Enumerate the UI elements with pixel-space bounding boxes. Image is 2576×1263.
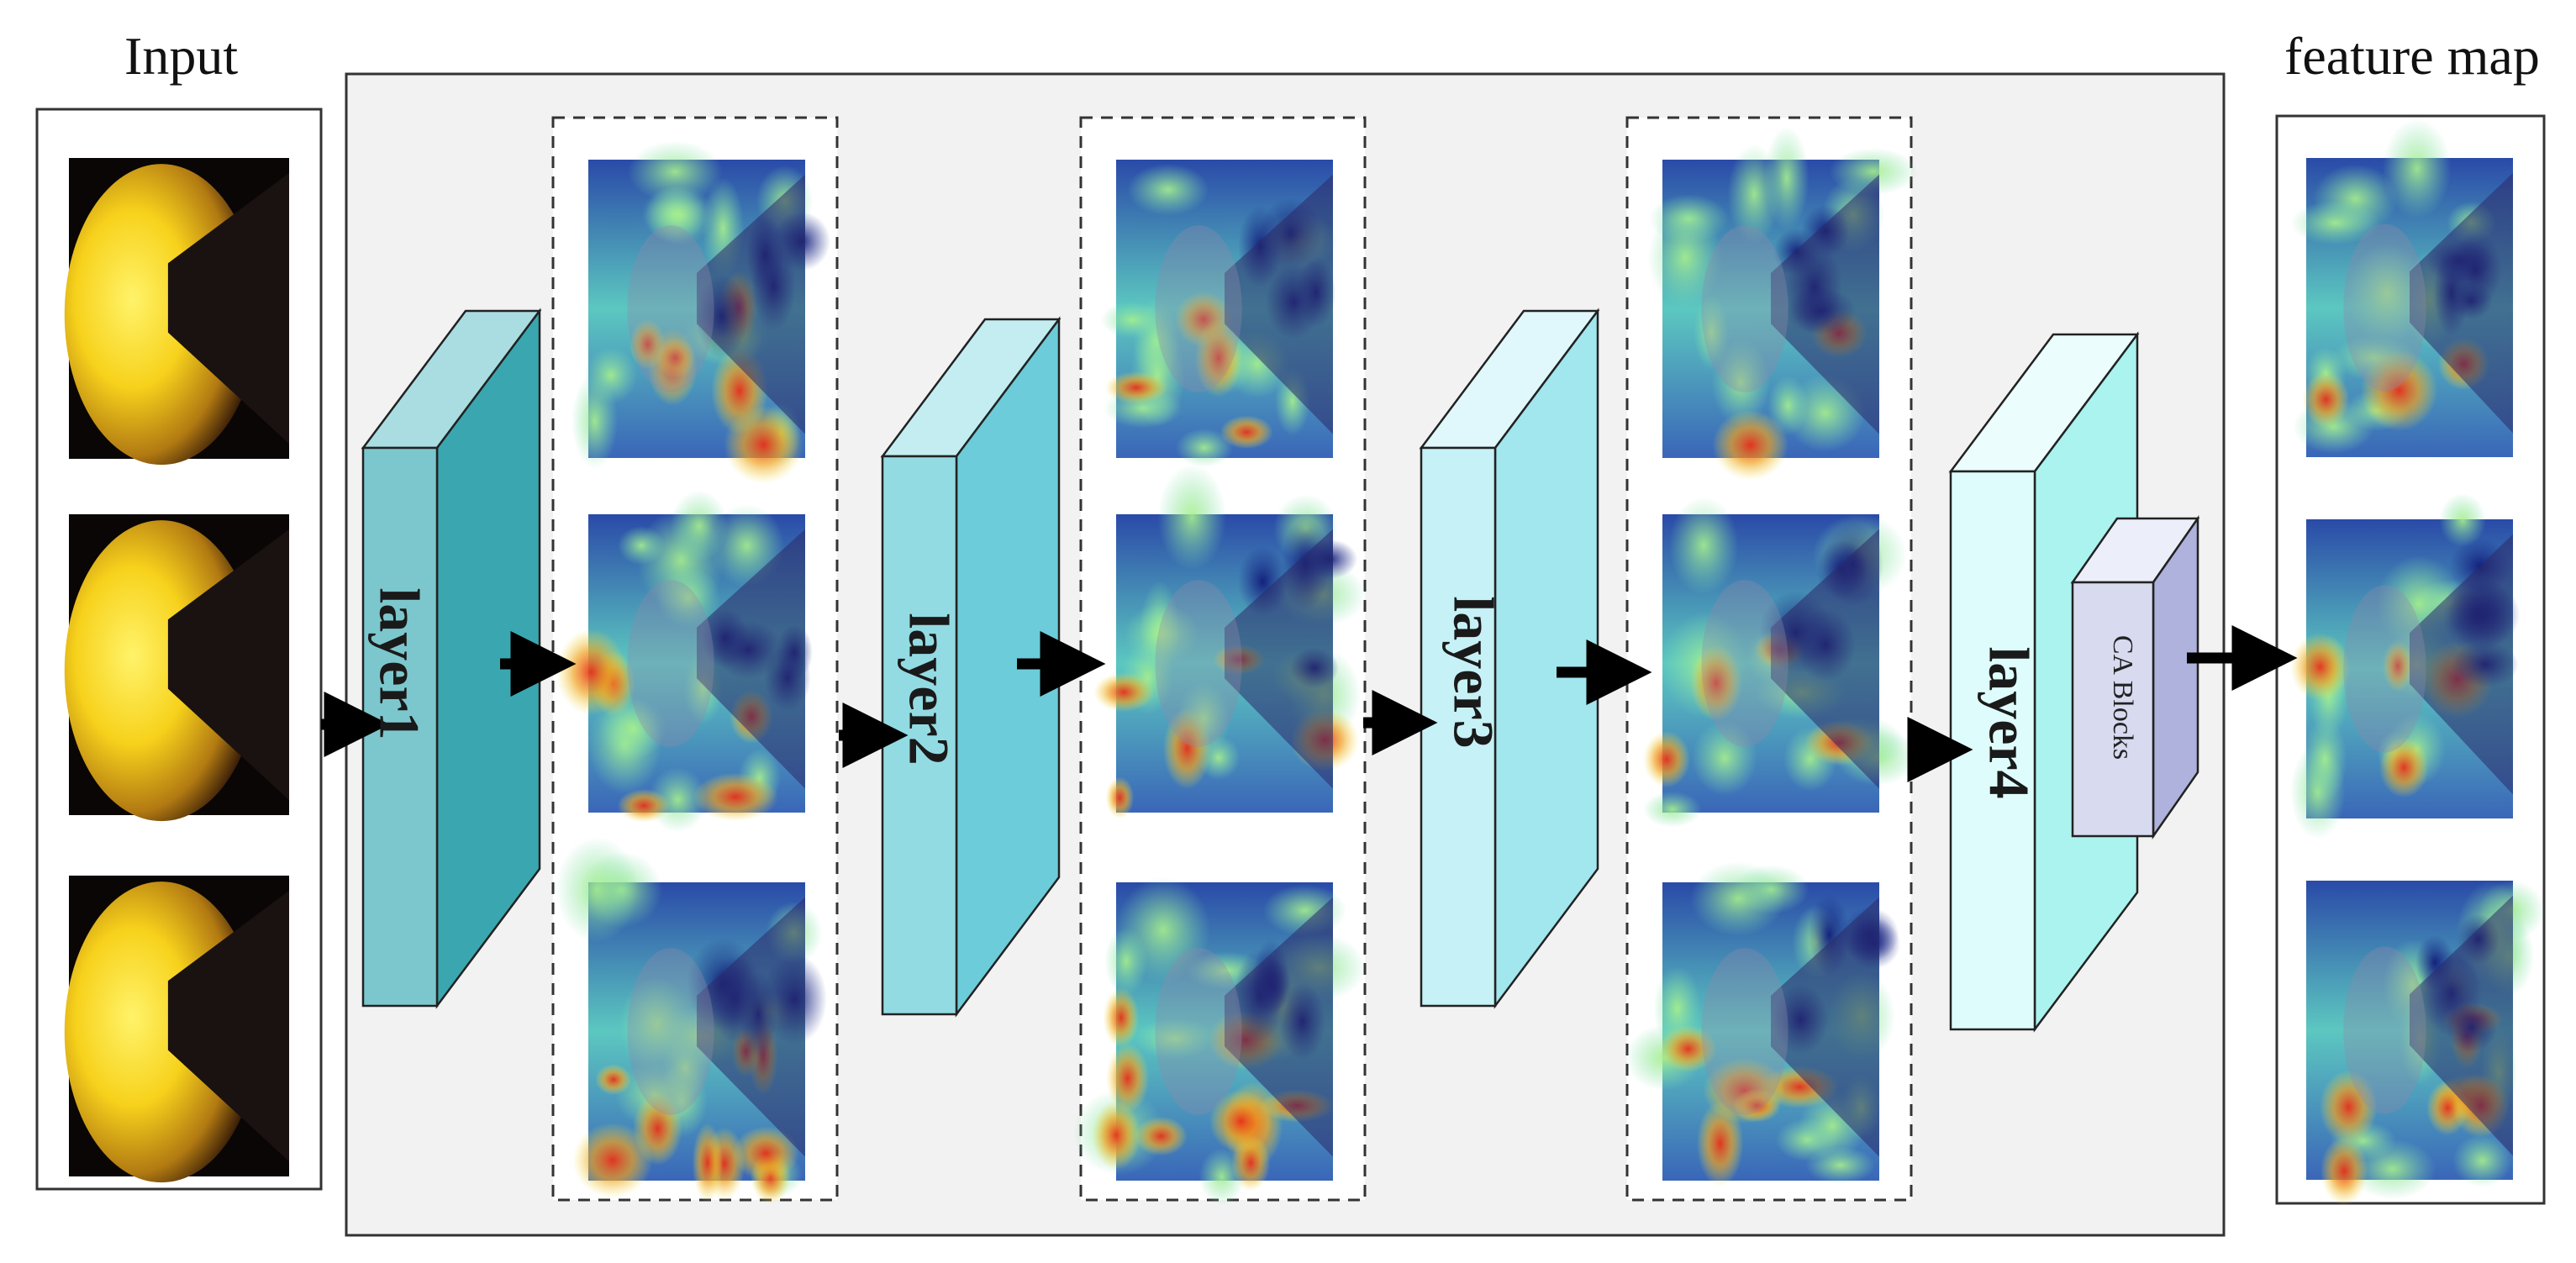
feature-layer1-image-1 — [572, 140, 831, 484]
feature-layer3-image-3 — [1625, 860, 1901, 1187]
layer3-label: layer3 — [1441, 596, 1506, 749]
feature-layer3-image-1 — [1647, 126, 1918, 481]
feature-layer1-image-3 — [556, 836, 827, 1204]
feature-layer3-image-2 — [1643, 496, 1919, 828]
feature-map-title: feature map — [2284, 26, 2540, 86]
layer1-label: layer1 — [367, 587, 432, 740]
input-image-1 — [64, 158, 289, 466]
layer1-block — [361, 308, 542, 1009]
feature-layer2-image-1 — [1101, 160, 1338, 467]
layer3-block — [1419, 308, 1600, 1009]
input-image-3 — [64, 876, 289, 1183]
output-feature-map-3 — [2306, 880, 2545, 1206]
ca-blocks-block — [2070, 515, 2200, 839]
output-feature-map-1 — [2290, 118, 2513, 457]
feature-layer2-image-2 — [1093, 464, 1367, 819]
input-title: Input — [124, 26, 239, 86]
layer2-label: layer2 — [897, 613, 961, 766]
feature-layer2-image-3 — [1072, 876, 1367, 1206]
output-feature-map-2 — [2289, 493, 2521, 839]
layer4-label: layer4 — [1977, 646, 2041, 799]
ca-blocks-label: CA Blocks — [2107, 634, 2138, 760]
input-image-2 — [64, 514, 289, 822]
feature-layer1-image-2 — [556, 490, 813, 833]
